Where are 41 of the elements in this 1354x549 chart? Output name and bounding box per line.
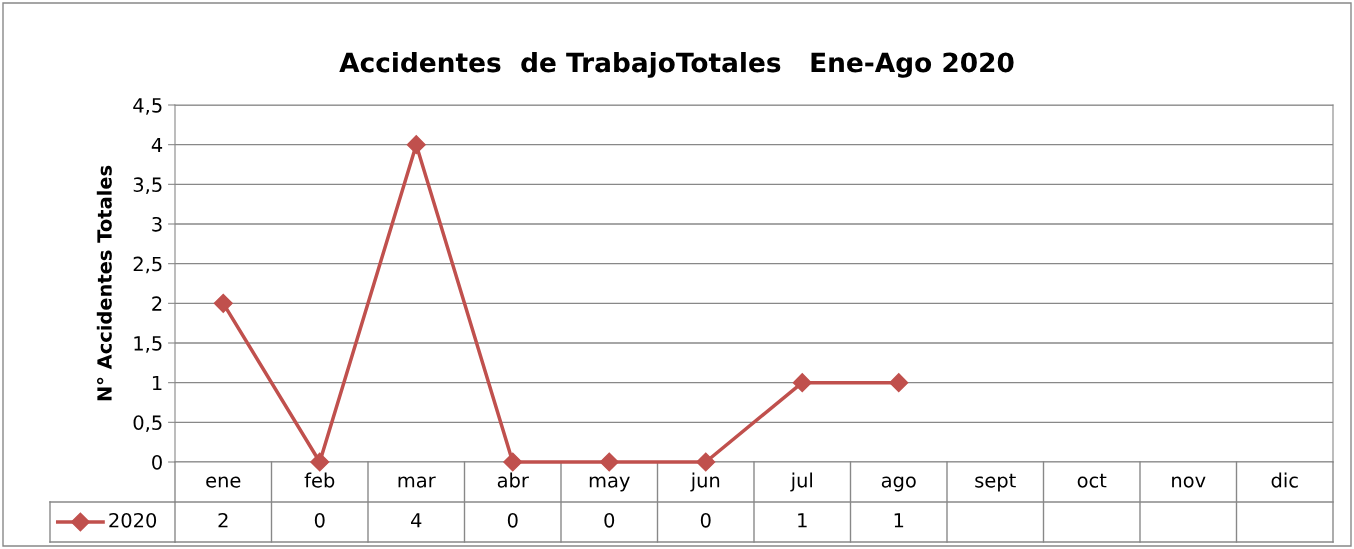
data-label: 2 bbox=[218, 512, 228, 528]
data-label: 0 bbox=[507, 512, 518, 528]
y-tick-label: 0 bbox=[152, 454, 162, 470]
x-tick-label: abr bbox=[497, 472, 529, 488]
y-tick-label: 3,5 bbox=[133, 177, 162, 194]
point bbox=[792, 373, 812, 393]
point bbox=[503, 452, 523, 472]
x-tick-label: sept bbox=[975, 473, 1016, 492]
y-tick-label: 4,5 bbox=[133, 98, 162, 115]
x-tick-label: ago bbox=[881, 476, 916, 492]
x-tick-label: jun bbox=[690, 472, 720, 492]
data-label: 4 bbox=[411, 513, 422, 528]
point bbox=[406, 135, 426, 155]
y-tick-label: 3 bbox=[152, 216, 162, 232]
data-label: 0 bbox=[700, 512, 711, 528]
point bbox=[310, 452, 330, 472]
x-tick-label: jul bbox=[790, 472, 812, 492]
y-tick-label: 2 bbox=[152, 296, 162, 311]
point bbox=[696, 452, 716, 472]
y-tick-label: 0,5 bbox=[133, 415, 162, 432]
legend-label: 2020 bbox=[109, 512, 157, 528]
data-label: 0 bbox=[604, 512, 615, 528]
point bbox=[599, 452, 619, 472]
x-tick-label: nov bbox=[1172, 476, 1206, 488]
x-tick-label: ene bbox=[206, 476, 241, 488]
y-tick-label: 1 bbox=[152, 375, 162, 391]
x-tick-label: may bbox=[589, 476, 630, 492]
point bbox=[889, 373, 909, 393]
y-tick-label: 4 bbox=[151, 137, 163, 153]
x-tick-label: mar bbox=[398, 476, 436, 488]
y-axis-title: N° Accidentes Totales bbox=[96, 165, 112, 401]
y-tick-label: 1,5 bbox=[134, 336, 162, 353]
data-label: 1 bbox=[894, 513, 904, 528]
x-tick-label: dic bbox=[1271, 472, 1298, 488]
data-label: 0 bbox=[314, 512, 325, 528]
chart-title: Accidentes de TrabajoTotales Ene-Ago 2020 bbox=[339, 52, 1014, 78]
y-tick-label: 2,5 bbox=[133, 256, 162, 274]
point bbox=[213, 293, 233, 313]
x-tick-label: oct bbox=[1077, 473, 1107, 488]
data-label: 1 bbox=[798, 513, 807, 528]
x-tick-label: feb bbox=[304, 472, 335, 488]
